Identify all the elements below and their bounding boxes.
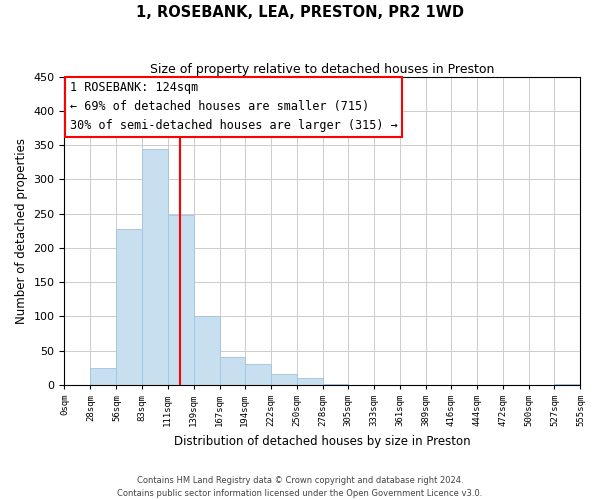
Bar bbox=[91, 368, 116, 385]
Bar bbox=[297, 378, 323, 385]
Text: Contains HM Land Registry data © Crown copyright and database right 2024.
Contai: Contains HM Land Registry data © Crown c… bbox=[118, 476, 482, 498]
Bar bbox=[142, 148, 167, 385]
Text: 1 ROSEBANK: 124sqm
← 69% of detached houses are smaller (715)
30% of semi-detach: 1 ROSEBANK: 124sqm ← 69% of detached hou… bbox=[70, 82, 397, 132]
Bar bbox=[245, 364, 271, 385]
Text: 1, ROSEBANK, LEA, PRESTON, PR2 1WD: 1, ROSEBANK, LEA, PRESTON, PR2 1WD bbox=[136, 5, 464, 20]
Bar bbox=[116, 228, 142, 385]
Bar bbox=[167, 215, 194, 385]
Bar bbox=[271, 374, 297, 385]
X-axis label: Distribution of detached houses by size in Preston: Distribution of detached houses by size … bbox=[174, 434, 471, 448]
Bar bbox=[323, 384, 348, 385]
Title: Size of property relative to detached houses in Preston: Size of property relative to detached ho… bbox=[150, 62, 494, 76]
Bar bbox=[194, 316, 220, 385]
Bar bbox=[554, 384, 580, 385]
Y-axis label: Number of detached properties: Number of detached properties bbox=[15, 138, 28, 324]
Bar bbox=[220, 358, 245, 385]
